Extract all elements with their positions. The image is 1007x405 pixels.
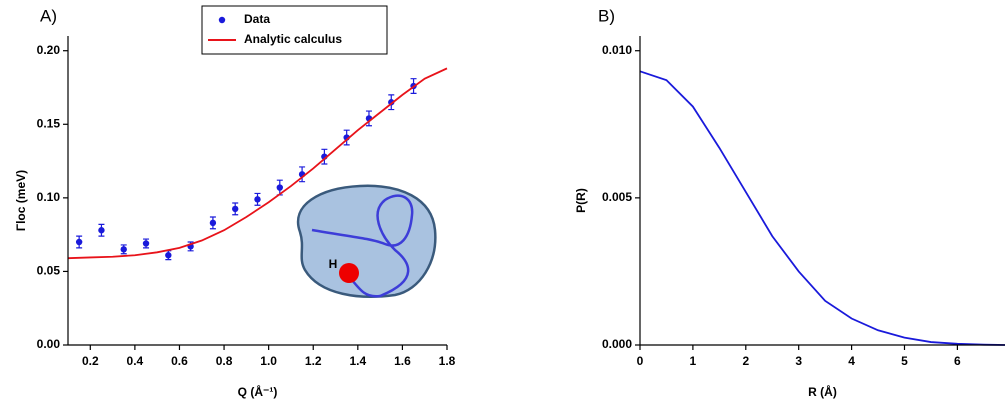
data-point: [254, 196, 261, 203]
y-tick-label: 0.10: [37, 190, 61, 204]
data-point: [209, 219, 217, 227]
y-axis-label: Γloc (meV): [14, 170, 28, 231]
x-tick-label: 1.0: [260, 354, 277, 368]
curve: [639, 70, 1006, 346]
data-point: [165, 252, 172, 259]
x-tick-label: 0.2: [82, 354, 99, 368]
inset-blob: [296, 184, 437, 298]
x-axis-label: R (Å): [808, 384, 837, 399]
legend: Data Analytic calculus: [201, 5, 388, 55]
legend-box: [201, 5, 388, 55]
inset-atom: [339, 263, 359, 283]
x-tick-label: 5: [901, 354, 908, 368]
curve: [67, 67, 448, 260]
y-tick-label: 0.005: [602, 190, 632, 204]
x-tick-label: 4: [848, 354, 855, 368]
y-tick-label: 0.00: [37, 337, 61, 351]
legend-label: Analytic calculus: [244, 32, 342, 46]
x-tick-label: 1: [690, 354, 697, 368]
data-point: [75, 238, 83, 246]
panel-label: B): [598, 6, 615, 25]
y-axis-label: P(R): [574, 188, 588, 213]
x-axis-label: Q (Å⁻¹): [238, 384, 278, 399]
data-point: [276, 184, 283, 191]
y-tick-label: 0.010: [602, 43, 632, 57]
x-tick-label: 3: [795, 354, 802, 368]
data-point: [232, 205, 239, 213]
data-point: [98, 227, 105, 234]
x-tick-label: 0.8: [216, 354, 233, 368]
y-tick-label: 0.000: [602, 337, 632, 351]
data-point: [142, 240, 150, 247]
panel-label: A): [40, 6, 57, 25]
data-point: [120, 246, 127, 253]
x-tick-label: 6: [954, 354, 961, 368]
y-tick-label: 0.05: [37, 264, 61, 278]
x-tick-label: 0: [637, 354, 644, 368]
x-tick-label: 0.4: [127, 354, 144, 368]
x-tick-label: 1.4: [349, 354, 366, 368]
y-tick-label: 0.20: [37, 43, 61, 57]
x-tick-label: 1.8: [439, 354, 456, 368]
inset-diagram: [296, 184, 437, 298]
x-tick-label: 1.2: [305, 354, 322, 368]
y-tick-label: 0.15: [37, 116, 61, 130]
inset-chain: [311, 194, 414, 298]
x-tick-label: 2: [742, 354, 749, 368]
x-tick-label: 1.6: [394, 354, 411, 368]
legend-label: Data: [244, 12, 270, 26]
annotation: H: [329, 257, 338, 271]
x-tick-label: 0.6: [171, 354, 188, 368]
legend-swatch: [218, 16, 226, 24]
